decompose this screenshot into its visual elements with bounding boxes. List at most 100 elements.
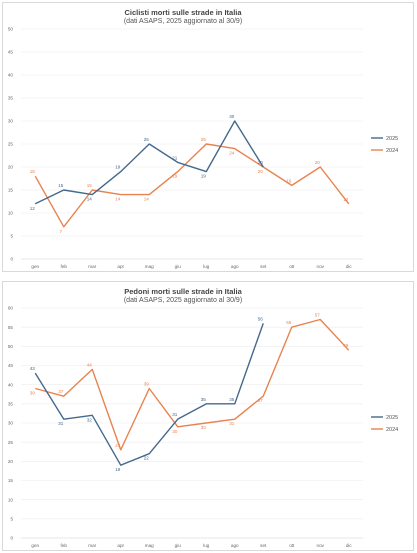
legend-label-2025: 2025 [386,415,398,421]
y-tick-label: 20 [8,165,14,170]
data-label: 35 [229,397,235,402]
data-label: 30 [201,425,207,430]
data-label: 39 [144,382,150,387]
series-line-2024 [35,318,350,451]
x-tick-label: set [260,264,267,269]
y-tick-label: 15 [8,188,14,193]
data-label: 49 [343,343,349,348]
y-tick-label: 20 [8,459,14,464]
x-tick-label: dic [346,543,353,548]
x-tick-label: feb [61,543,68,548]
data-label: 24 [229,151,235,156]
data-label: 12 [30,206,36,211]
x-tick-label: nov [317,543,325,548]
x-tick-label: apr [117,264,124,269]
y-tick-label: 60 [8,306,14,311]
data-label: 32 [87,417,93,422]
data-label: 25 [144,137,150,142]
x-tick-label: mar [88,264,96,269]
data-label: 37 [58,389,64,394]
x-tick-label: ott [289,543,295,548]
x-tick-label: ago [231,264,239,269]
y-tick-label: 0 [10,536,13,541]
data-label: 21 [172,155,178,160]
data-label: 30 [172,429,178,434]
data-label: 30 [229,114,235,119]
data-label: 31 [172,412,178,417]
legend-label-2024: 2024 [386,148,398,154]
x-tick-label: gen [31,543,39,548]
x-tick-label: mar [88,543,96,548]
x-tick-label: apr [117,543,124,548]
x-tick-label: dic [346,264,353,269]
data-label: 12 [343,197,349,202]
data-label: 56 [258,316,264,321]
series-line-2025 [34,323,264,466]
y-tick-label: 40 [8,73,14,78]
data-label: 25 [201,137,207,142]
y-tick-label: 10 [8,211,14,216]
y-tick-label: 45 [8,363,14,368]
legend-label-2024: 2024 [386,427,398,433]
data-label: 39 [30,391,36,396]
data-label: 19 [201,174,207,179]
y-tick-label: 5 [10,234,13,239]
data-label: 16 [286,178,292,183]
y-tick-label: 50 [8,344,14,349]
chart-title: Ciclisti morti sulle strade in Italia [124,8,242,17]
y-tick-label: 0 [10,257,13,262]
data-label: 23 [115,443,121,448]
series-line-2024 [34,143,350,228]
x-tick-label: mag [145,543,154,548]
x-tick-label: set [260,543,267,548]
legend-label-2025: 2025 [386,136,398,142]
chart-title: Pedoni morti sulle strade in Italia [124,287,242,296]
x-tick-label: ago [231,543,239,548]
series-line-2025 [34,120,264,205]
x-tick-label: giu [175,543,182,548]
data-label: 55 [286,320,292,325]
x-tick-label: nov [317,264,325,269]
data-label: 35 [201,397,207,402]
x-tick-label: ott [289,264,295,269]
y-tick-label: 50 [8,27,14,32]
chart-subtitle: (dati ASAPS, 2025 aggiornato al 30/9) [123,18,243,25]
data-label: 31 [229,421,235,426]
y-tick-label: 40 [8,382,14,387]
y-tick-label: 55 [8,325,14,330]
data-label: 19 [115,165,121,170]
chart-ciclisti: Ciclisti morti sulle strade in Italia (d… [2,2,414,272]
y-tick-label: 15 [8,478,14,483]
data-label: 7 [59,229,62,234]
x-tick-label: gen [31,264,39,269]
chart-pedoni: Pedoni morti sulle strade in Italia (dat… [2,281,414,551]
data-label: 57 [315,313,321,318]
data-label: 19 [115,467,121,472]
y-tick-label: 35 [8,96,14,101]
y-tick-label: 10 [8,497,14,502]
data-label: 15 [87,183,93,188]
data-label: 14 [115,197,121,202]
data-label: 20 [315,160,321,165]
y-tick-label: 25 [8,142,14,147]
x-tick-label: feb [61,264,68,269]
data-label: 14 [87,197,93,202]
data-label: 22 [144,456,150,461]
y-tick-label: 30 [8,119,14,124]
chart-subtitle: (dati ASAPS, 2025 aggiornato al 30/9) [123,297,243,304]
data-label: 44 [87,362,93,367]
data-label: 37 [258,398,264,403]
y-tick-label: 45 [8,50,14,55]
y-tick-label: 25 [8,440,14,445]
data-label: 15 [58,183,64,188]
data-label: 19 [172,174,178,179]
data-label: 14 [144,197,150,202]
x-tick-label: lug [203,264,210,269]
x-tick-label: giu [175,264,182,269]
y-tick-label: 5 [10,516,13,521]
y-tick-label: 30 [8,421,14,426]
data-label: 18 [30,169,36,174]
x-tick-label: mag [145,264,154,269]
